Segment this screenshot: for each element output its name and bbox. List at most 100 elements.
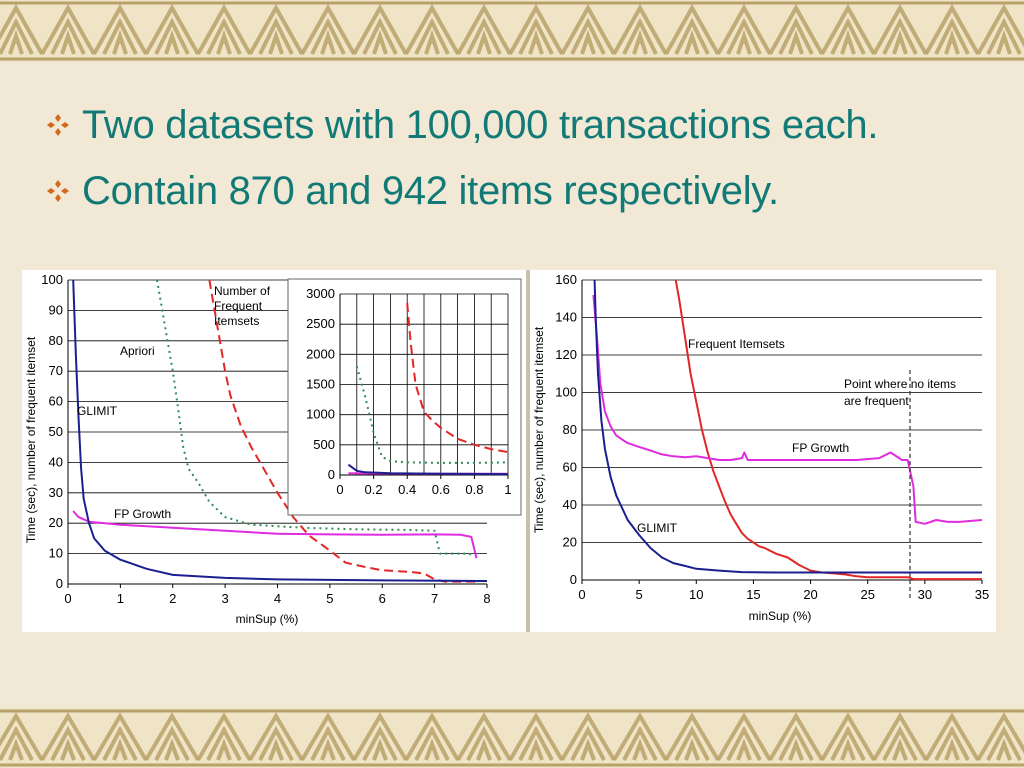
series-annotation-fp-growth: FP Growth	[792, 441, 849, 455]
y-tick-label: 1500	[306, 377, 335, 392]
key-pattern-motif	[924, 3, 980, 55]
y-tick-label: 1000	[306, 407, 335, 422]
key-pattern-motif	[248, 3, 304, 55]
key-pattern-motif	[924, 712, 980, 762]
y-tick-label: 60	[563, 460, 577, 475]
key-pattern-motif	[40, 3, 96, 55]
x-tick-label: 3	[222, 591, 229, 606]
key-pattern-motif	[248, 712, 304, 762]
bullet-item: Contain 870 and 942 items respectively.	[46, 158, 878, 224]
line-chart-dataset-2: 0 20 40 60 80 100 120 140 160 0 5 10 15 20 25 30 35 minSu…	[532, 272, 989, 623]
series-line-glimit	[593, 279, 982, 574]
y-tick-label: 3000	[306, 286, 335, 301]
key-pattern-motif	[664, 712, 720, 762]
series-line-glimit	[347, 463, 509, 476]
y-tick-label: 80	[49, 333, 63, 348]
chart-right: 0 20 40 60 80 100 120 140 160 0 5 10 15 20 25 30 35 minSu…	[528, 270, 996, 632]
y-tick-label: 50	[49, 424, 63, 439]
key-pattern-motif	[976, 3, 1024, 55]
bottom-border-pattern	[0, 708, 1024, 768]
x-tick-label: 5	[636, 587, 643, 602]
key-pattern-motif	[560, 3, 616, 55]
annotation-line: are frequent	[844, 394, 909, 408]
annotation-line: Number of	[214, 284, 271, 298]
key-pattern-motif	[300, 712, 356, 762]
key-pattern-motif	[664, 3, 720, 55]
key-pattern-motif	[716, 712, 772, 762]
x-tick-label: 30	[918, 587, 932, 602]
x-axis-label: minSup (%)	[236, 612, 299, 626]
y-tick-label: 80	[563, 422, 577, 437]
annotation-line: Itemsets	[214, 314, 259, 328]
series-line-fp-growth	[72, 510, 478, 559]
key-pattern-motif	[352, 712, 408, 762]
y-tick-label: 30	[49, 485, 63, 500]
chart-left: 0 10 20 30 40 50 60 70 80 90 100 0 1 2 3 4 5 6 7 8 minSup (%…	[22, 270, 528, 632]
x-tick-label: 0.6	[432, 482, 450, 497]
series-line-apriori	[355, 366, 509, 464]
series-annotation-apriori: Apriori	[120, 344, 155, 358]
x-tick-label: 0	[336, 482, 343, 497]
y-tick-label: 2000	[306, 346, 335, 361]
key-pattern-motif	[144, 712, 200, 762]
x-tick-label: 10	[689, 587, 703, 602]
key-pattern-motif	[0, 712, 44, 762]
series-line-glimit	[72, 279, 488, 582]
key-pattern-motif	[352, 3, 408, 55]
y-tick-label: 0	[328, 467, 335, 482]
key-pattern-motif	[508, 3, 564, 55]
bullet-item: Two datasets with 100,000 transactions e…	[46, 92, 878, 158]
key-pattern-motif	[196, 712, 252, 762]
key-pattern-motif	[768, 3, 824, 55]
x-tick-label: 2	[169, 591, 176, 606]
key-pattern-motif	[92, 3, 148, 55]
key-pattern-motif	[144, 3, 200, 55]
series-annotation-glimit: GLIMIT	[77, 404, 118, 418]
y-tick-label: 90	[49, 302, 63, 317]
diamond-bullet-icon	[47, 114, 69, 136]
vertical-marker-annotation: Point where no items are frequent	[844, 377, 956, 408]
diamond-bullet-icon	[47, 180, 69, 202]
y-tick-label: 70	[49, 363, 63, 378]
key-pattern-border	[0, 0, 1024, 62]
annotation-line: Frequent	[214, 299, 263, 313]
y-tick-label: 0	[570, 572, 577, 587]
y-tick-label: 40	[563, 497, 577, 512]
y-tick-label: 160	[555, 272, 577, 287]
x-tick-label: 1	[117, 591, 124, 606]
series-line-number-of-frequent-itemsets	[406, 303, 509, 454]
x-tick-label: 7	[431, 591, 438, 606]
series-line-number-of-frequent-itemsets	[208, 279, 477, 583]
series-line-apriori	[156, 279, 477, 557]
bullet-text: Contain 870 and 942 items respectively.	[82, 168, 779, 213]
key-pattern-motif	[0, 3, 44, 55]
key-pattern-motif	[716, 3, 772, 55]
x-axis-label: minSup (%)	[749, 609, 812, 623]
x-tick-label: 0.2	[365, 482, 383, 497]
key-pattern-motif	[768, 712, 824, 762]
key-pattern-motif	[92, 712, 148, 762]
key-pattern-motif	[404, 712, 460, 762]
x-tick-label: 0.8	[465, 482, 483, 497]
key-pattern-motif	[300, 3, 356, 55]
bullet-list: Two datasets with 100,000 transactions e…	[46, 92, 878, 224]
key-pattern-motif	[976, 712, 1024, 762]
y-tick-label: 120	[555, 347, 577, 362]
key-pattern-motif	[612, 712, 668, 762]
x-tick-label: 0.4	[398, 482, 416, 497]
y-axis-label: Time (sec), number of frequent itemset	[532, 326, 546, 533]
key-pattern-motif	[612, 3, 668, 55]
key-pattern-motif	[872, 3, 928, 55]
series-annotation-frequent-itemsets: Number of Frequent Itemsets	[214, 284, 271, 328]
y-tick-label: 60	[49, 394, 63, 409]
series-line-frequent-itemsets	[674, 279, 982, 581]
key-pattern-border	[0, 708, 1024, 768]
series-annotation-fp-growth: FP Growth	[114, 507, 171, 521]
x-tick-label: 4	[274, 591, 281, 606]
y-tick-label: 100	[41, 272, 63, 287]
series-annotation-frequent-itemsets: Frequent Itemsets	[688, 337, 785, 351]
key-pattern-motif	[820, 3, 876, 55]
series-line-fp-growth	[592, 294, 983, 525]
x-tick-label: 0	[578, 587, 585, 602]
